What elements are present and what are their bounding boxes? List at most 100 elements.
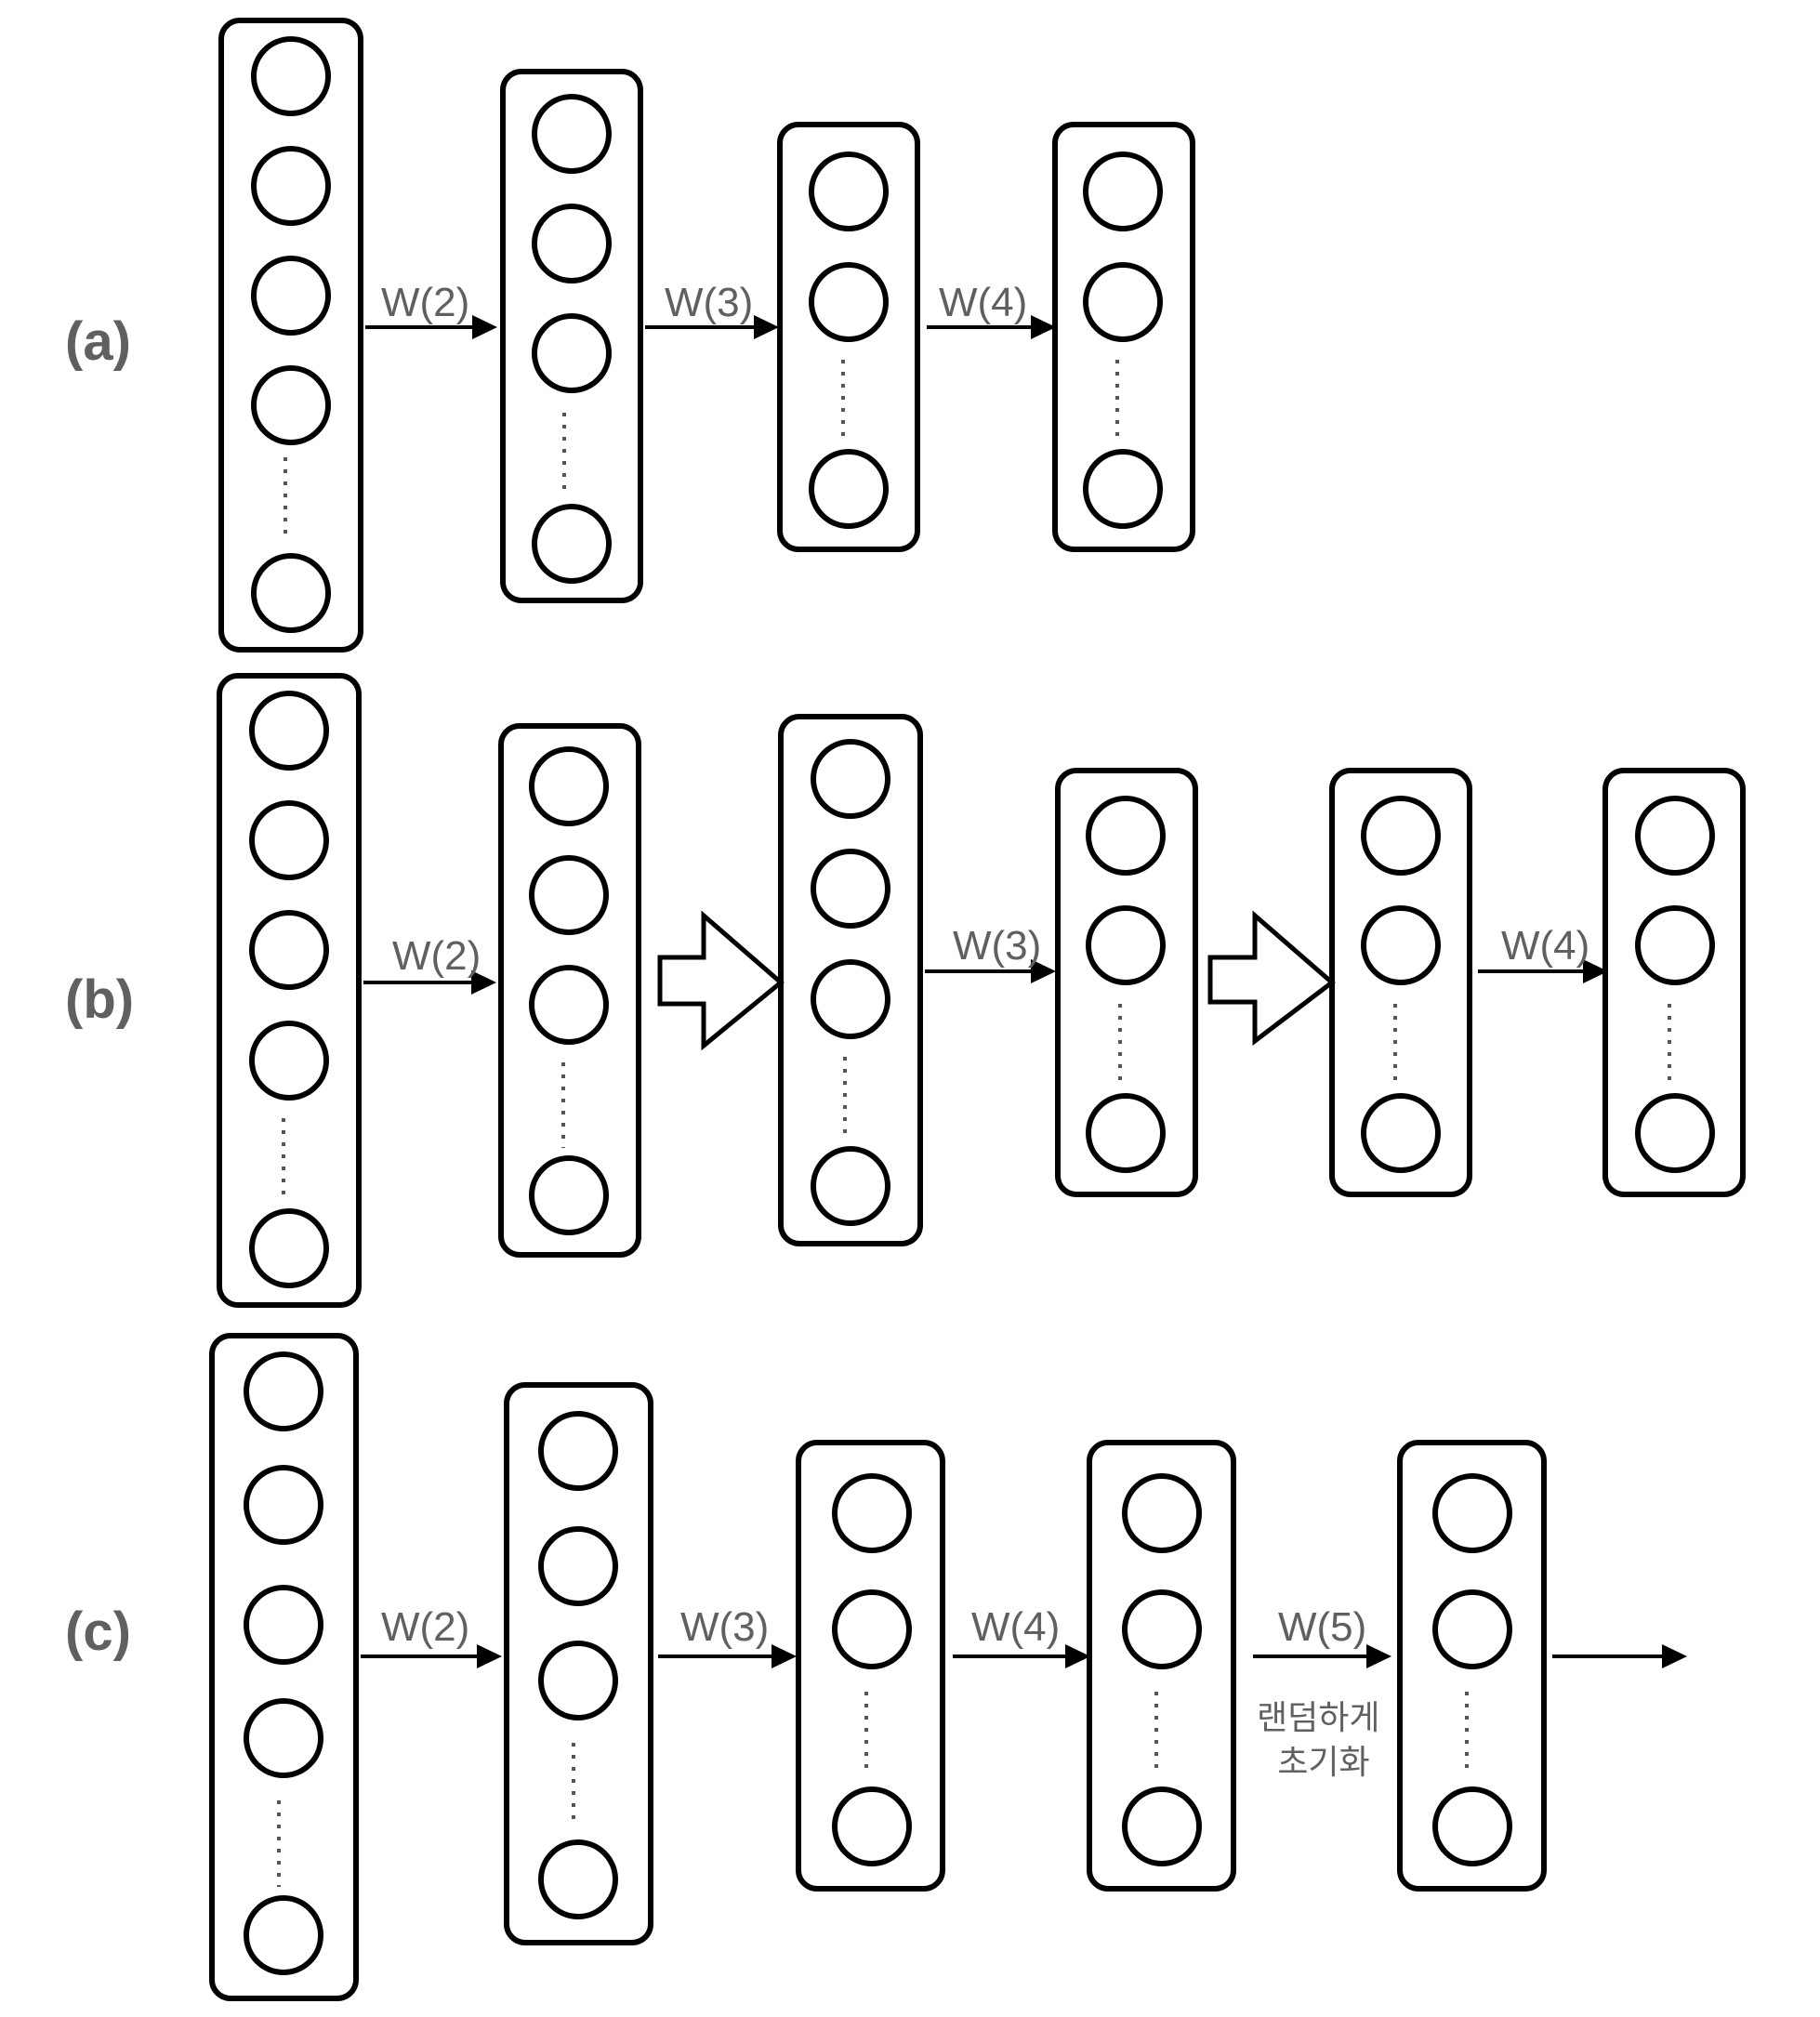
neuron — [244, 1351, 323, 1431]
weight-label: W(3) — [953, 923, 1041, 969]
layer-box — [500, 69, 643, 603]
neuron — [538, 1641, 618, 1720]
neuron — [529, 1155, 609, 1235]
random-init-note-line: 초기화 — [1277, 1744, 1369, 1782]
neuron — [249, 691, 329, 771]
row-label-b: (b) — [65, 969, 134, 1030]
neuron — [811, 739, 890, 819]
weight-label: W(3) — [665, 280, 753, 325]
neuron — [538, 1526, 618, 1606]
layer-box — [217, 673, 362, 1308]
neuron — [251, 256, 331, 336]
weight-arrow: W(3) — [645, 280, 779, 339]
neuron — [251, 36, 331, 116]
neuron — [249, 1021, 329, 1101]
block-arrow — [657, 910, 785, 1051]
neuron — [538, 1411, 618, 1491]
layer-box — [1397, 1440, 1547, 1892]
neuron — [1122, 1589, 1202, 1669]
neuron — [1361, 905, 1441, 985]
neuron — [249, 910, 329, 990]
layer-box — [1087, 1440, 1236, 1892]
neuron — [811, 959, 890, 1039]
neuron — [251, 553, 331, 633]
neuron — [1083, 262, 1163, 342]
layer-box — [504, 1382, 653, 1945]
weight-arrow: W(2) — [361, 1604, 502, 1668]
weight-label: W(3) — [680, 1604, 769, 1650]
neuron — [251, 146, 331, 226]
neuron — [532, 204, 612, 283]
neuron — [244, 1585, 323, 1665]
row-label-a: (a) — [65, 311, 131, 372]
neuron — [251, 365, 331, 445]
neuron — [1361, 1093, 1441, 1173]
neuron — [1635, 905, 1715, 985]
neuron — [1083, 449, 1163, 529]
row-label-c: (c) — [65, 1602, 131, 1662]
row-b: W(2) W(3) — [217, 673, 1746, 1308]
neuron — [249, 800, 329, 880]
layer-box — [796, 1440, 945, 1892]
neuron — [529, 965, 609, 1045]
layer-box — [1602, 768, 1746, 1197]
neuron — [529, 746, 609, 826]
row-c: W(2) W(3) W(4) — [209, 1333, 1687, 2001]
neuron — [811, 1146, 890, 1226]
layer-box — [498, 723, 641, 1258]
neuron — [532, 504, 612, 584]
neuron — [1086, 1093, 1166, 1173]
weight-arrow: W(3) — [925, 923, 1056, 983]
weight-label: W(2) — [381, 280, 469, 325]
neuron — [832, 1473, 912, 1553]
neuron — [809, 152, 889, 231]
layer-box — [777, 122, 920, 552]
neuron — [532, 313, 612, 393]
neuron — [538, 1839, 618, 1919]
layer-box — [1329, 768, 1472, 1197]
neuron — [529, 855, 609, 935]
neuron — [809, 262, 889, 342]
neuron — [1432, 1473, 1512, 1553]
weight-arrow: W(2) — [363, 933, 496, 995]
neuron — [1432, 1786, 1512, 1866]
neuron — [1635, 1093, 1715, 1173]
weight-arrow: W(5) — [1253, 1604, 1391, 1668]
neuron — [1122, 1786, 1202, 1866]
neuron — [809, 449, 889, 529]
weight-arrow: W(4) — [953, 1604, 1090, 1668]
weight-arrow: W(2) — [365, 280, 497, 339]
neuron — [1361, 796, 1441, 876]
random-init-note-line: 랜덤하게 — [1257, 1699, 1379, 1737]
neuron — [811, 849, 890, 929]
neuron — [249, 1208, 329, 1288]
row-a: W(2) W(3) W(4) — [218, 18, 1195, 653]
weight-label: W(4) — [971, 1604, 1060, 1650]
neuron — [832, 1589, 912, 1669]
weight-label: W(4) — [939, 280, 1027, 325]
random-init-note: 랜덤하게 초기화 — [1257, 1699, 1391, 1782]
neuron — [532, 94, 612, 174]
weight-label: W(2) — [392, 933, 481, 979]
layer-box — [1055, 768, 1198, 1197]
layer-box — [778, 714, 923, 1246]
neuron — [244, 1895, 323, 1975]
neuron — [1083, 152, 1163, 231]
weight-arrow: W(4) — [927, 280, 1056, 339]
neuron — [832, 1786, 912, 1866]
weight-arrow: W(3) — [658, 1604, 797, 1668]
neuron — [1432, 1589, 1512, 1669]
neuron — [1122, 1473, 1202, 1553]
neuron — [1635, 796, 1715, 876]
neuron — [244, 1698, 323, 1778]
output-arrow — [1552, 1644, 1687, 1668]
neuron — [1086, 905, 1166, 985]
neuron — [1086, 796, 1166, 876]
layer-box — [209, 1333, 359, 2001]
neuron — [244, 1465, 323, 1545]
weight-arrow: W(4) — [1478, 923, 1608, 983]
layer-box — [218, 18, 363, 653]
weight-label: W(2) — [381, 1604, 469, 1650]
weight-label: W(5) — [1278, 1604, 1366, 1650]
